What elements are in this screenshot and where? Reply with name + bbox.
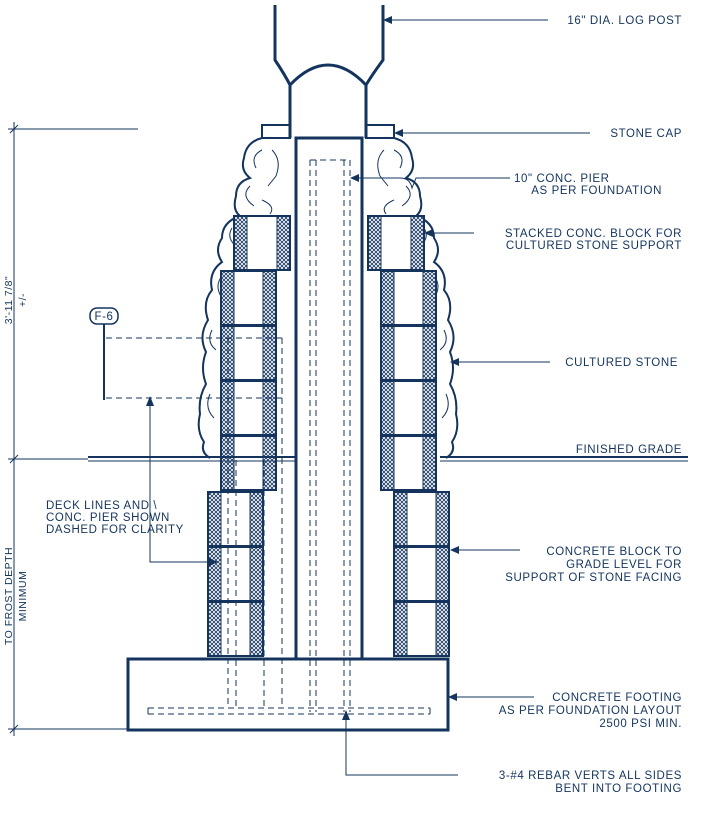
concrete-block-left	[220, 380, 277, 436]
tag-label: F-6	[94, 311, 113, 323]
label-footing-3: 2500 PSI MIN.	[599, 718, 682, 730]
concrete-block-left	[220, 435, 277, 491]
dimension-labels: 3'-11 7/8" +/- TO FROST DEPTH MINIMUM	[3, 276, 29, 645]
below-grade-block-right	[393, 491, 450, 547]
label-log-post: 16" DIA. LOG POST	[567, 15, 682, 27]
label-conc-pier-2: AS PER FOUNDATION	[531, 185, 662, 197]
block-column-left	[220, 270, 277, 491]
block-column-right	[380, 270, 437, 491]
concrete-block-right	[380, 270, 437, 326]
callout-labels: 16" DIA. LOG POST STONE CAP 10" CONC. PI…	[46, 15, 682, 795]
dim-height-2: +/-	[17, 293, 29, 307]
dim-depth-2: MINIMUM	[17, 571, 29, 622]
deck-lines-dashed	[106, 337, 283, 708]
label-stone-cap: STONE CAP	[610, 128, 682, 140]
concrete-block-right	[380, 435, 437, 491]
concrete-block-left	[220, 325, 277, 381]
concrete-block-left	[220, 270, 277, 326]
below-grade-blocks-right	[393, 491, 450, 657]
concrete-footing	[126, 657, 450, 732]
label-footing-1: CONCRETE FOOTING	[552, 692, 682, 704]
label-rebar-1: 3-#4 REBAR VERTS ALL SIDES	[499, 770, 682, 782]
below-grade-blocks-left	[207, 491, 264, 657]
below-grade-block-left	[207, 601, 264, 657]
cultured-stone-left	[197, 137, 279, 459]
label-finished-grade: FINISHED GRADE	[576, 444, 682, 456]
label-concrete-block-2: GRADE LEVEL FOR	[566, 559, 682, 571]
finished-grade-line	[88, 456, 688, 462]
label-conc-pier-1: 10" CONC. PIER	[514, 173, 610, 185]
label-deck-lines-3: DASHED FOR CLARITY	[46, 524, 184, 536]
below-grade-block-right	[393, 546, 450, 602]
dim-height-1: 3'-11 7/8"	[3, 276, 15, 324]
label-cultured-stone: CULTURED STONE	[565, 357, 678, 369]
label-deck-lines-1: DECK LINES AND \	[46, 500, 157, 512]
log-post	[273, 5, 385, 138]
label-stacked-block-2: CULTURED STONE SUPPORT	[506, 240, 682, 252]
stone-cap	[261, 124, 395, 139]
dimension-lines	[8, 122, 138, 736]
cultured-stone-right	[377, 137, 459, 459]
concrete-block-right	[380, 380, 437, 436]
section-tag-f6: F-6	[89, 307, 119, 400]
label-footing-2: AS PER FOUNDATION LAYOUT	[499, 705, 682, 717]
label-deck-lines-2: CONC. PIER SHOWN	[46, 512, 170, 524]
dim-depth-1: TO FROST DEPTH	[3, 547, 15, 645]
concrete-block-right	[380, 325, 437, 381]
concrete-pier	[294, 136, 364, 712]
label-concrete-block-3: SUPPORT OF STONE FACING	[505, 572, 682, 584]
below-grade-block-left	[207, 491, 264, 547]
label-rebar-2: BENT INTO FOOTING	[555, 783, 682, 795]
label-stacked-block-1: STACKED CONC. BLOCK FOR	[505, 228, 682, 240]
below-grade-block-right	[393, 601, 450, 657]
leader-lines	[146, 16, 590, 776]
label-concrete-block-1: CONCRETE BLOCK TO	[546, 546, 682, 558]
stacked-block-upper-right	[367, 215, 425, 271]
stacked-block-upper-left	[233, 215, 291, 271]
